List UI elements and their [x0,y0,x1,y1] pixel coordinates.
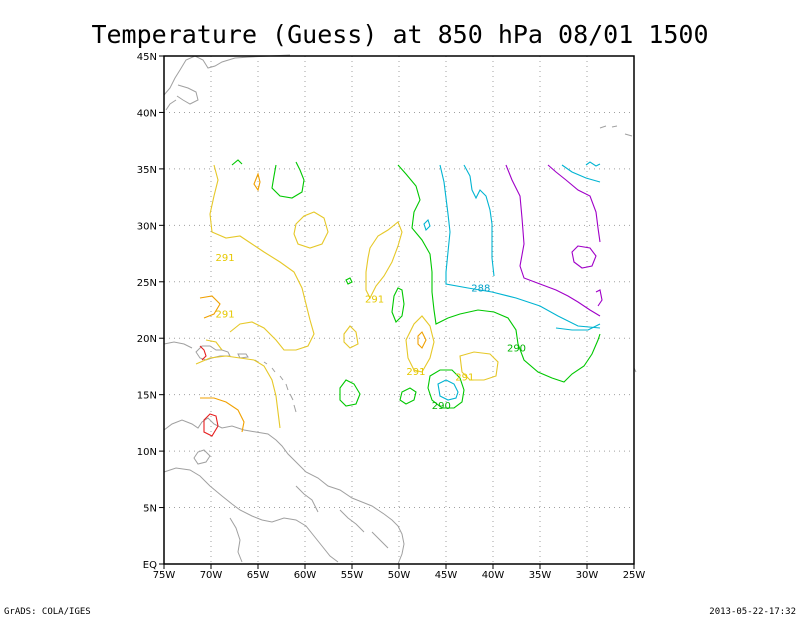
coastline-north-america [163,54,291,96]
lon-label: 45W [435,570,458,581]
contour-orange [199,295,221,319]
lat-label: 10N [137,447,157,458]
latitude-axis: 45N 40N 35N 30N 25N 20N 15N 10N 5N EQ [137,52,164,571]
contours [195,159,603,437]
lon-label: 30W [576,570,599,581]
lat-label: 25N [137,278,157,289]
coastline-cuba [163,341,193,349]
lat-label: 40N [137,108,157,119]
contour-label: 291 [365,295,384,306]
contour-label: 291 [406,367,425,378]
contour-label: 288 [471,283,490,294]
map-title: Temperature (Guess) at 850 hPa 08/01 150… [91,20,708,49]
lat-label: 5N [143,504,157,515]
footer-left: GrADS: COLA/IGES [4,607,91,617]
lon-label: 40W [482,570,505,581]
lon-label: 25W [623,570,646,581]
lon-label: 60W [294,570,317,581]
contour-red [199,345,207,361]
lon-label: 50W [388,570,411,581]
contour-label: 290 [507,343,526,354]
coastline-south-america [163,417,405,565]
lat-label: 30N [137,221,157,232]
footer-right: 2013-05-22-17:32 [709,607,796,617]
contour-cyan [439,164,601,329]
lat-label: 35N [137,165,157,176]
contour-green [397,164,601,383]
contour-label: 291 [216,253,235,264]
longitude-axis: 75W 70W 65W 60W 55W 50W 45W 40W 35W 30W 25W [153,564,646,581]
contour-label: 291 [455,373,474,384]
contour-labels: 291 291 291 288 290 291 291 290 [216,253,526,412]
lon-label: 35W [529,570,552,581]
lon-label: 75W [153,570,176,581]
lat-label: 45N [137,52,157,63]
lon-label: 55W [341,570,364,581]
lon-label: 70W [200,570,223,581]
lat-label: 20N [137,334,157,345]
contour-label: 290 [432,401,451,412]
contour-yellow [209,164,315,351]
coastlines [163,54,637,565]
contour-purple [505,164,601,317]
lon-label: 65W [247,570,270,581]
lat-label: 15N [137,391,157,402]
lat-label: EQ [143,560,157,571]
contour-label: 291 [216,309,235,320]
